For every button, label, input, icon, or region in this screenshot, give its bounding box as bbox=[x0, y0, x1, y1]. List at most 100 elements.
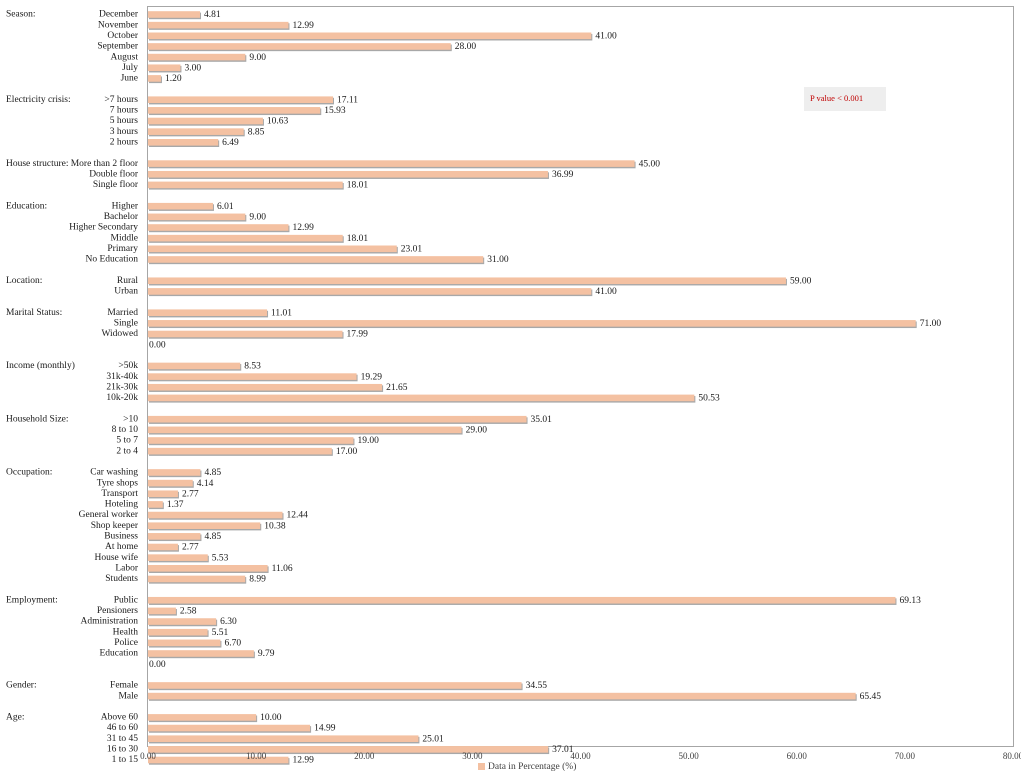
p-value-annotation: P value < 0.001 bbox=[804, 87, 886, 111]
bar bbox=[148, 682, 522, 689]
group-label: Gender: bbox=[6, 681, 37, 691]
bar bbox=[148, 11, 201, 18]
category-label: Urban bbox=[114, 287, 138, 297]
x-tick-label: 40.00 bbox=[570, 751, 591, 761]
category-label: At home bbox=[105, 542, 138, 552]
category-label: 5 hours bbox=[110, 116, 139, 126]
data-label: 17.99 bbox=[347, 330, 369, 340]
bar bbox=[148, 501, 163, 508]
data-label: 41.00 bbox=[595, 31, 617, 41]
data-label: 34.55 bbox=[526, 681, 548, 691]
bar bbox=[148, 650, 254, 657]
bar bbox=[148, 139, 219, 146]
data-label: 37.01 bbox=[552, 745, 574, 755]
p-value-box bbox=[804, 87, 886, 111]
x-tick-label: 10.00 bbox=[246, 751, 267, 761]
data-label: 6.30 bbox=[220, 617, 237, 627]
data-label: 10.00 bbox=[260, 713, 282, 723]
data-label: 45.00 bbox=[639, 159, 661, 169]
category-label: 2 hours bbox=[110, 137, 139, 147]
category-label: November bbox=[98, 20, 139, 30]
category-label: Single floor bbox=[93, 179, 139, 190]
category-label: October bbox=[107, 31, 138, 41]
data-label: 4.85 bbox=[204, 468, 221, 478]
bar bbox=[148, 128, 244, 135]
category-label: 8 to 10 bbox=[112, 425, 139, 435]
category-label: December bbox=[99, 10, 139, 20]
bar bbox=[148, 117, 263, 125]
group-label: Electricity crisis: bbox=[6, 95, 71, 105]
category-label: Single bbox=[114, 319, 138, 329]
category-label: Primary bbox=[107, 244, 138, 254]
category-label: Male bbox=[118, 691, 138, 701]
bar bbox=[148, 490, 178, 498]
group-label: Household Size: bbox=[6, 414, 69, 424]
bar bbox=[148, 415, 527, 423]
data-label: 14.99 bbox=[314, 724, 336, 734]
labels-layer: Season: December 4.81 November 12.99 October 4… bbox=[6, 10, 941, 766]
category-label: 21k-30k bbox=[106, 382, 138, 392]
bar bbox=[148, 224, 289, 231]
data-label: 2.77 bbox=[182, 543, 199, 553]
category-label: Double floor bbox=[89, 168, 139, 179]
data-label: 4.14 bbox=[197, 479, 214, 489]
bar bbox=[148, 96, 334, 103]
group-label: Season: bbox=[6, 10, 36, 20]
data-label: 9.00 bbox=[249, 53, 266, 63]
bar bbox=[148, 511, 283, 519]
bar bbox=[148, 522, 261, 529]
bar bbox=[148, 575, 246, 583]
bar bbox=[148, 565, 268, 572]
category-label: Education bbox=[99, 649, 138, 659]
bar bbox=[148, 170, 548, 178]
category-label: 16 to 30 bbox=[107, 745, 138, 755]
data-label: 25.01 bbox=[422, 734, 444, 744]
data-label: 18.01 bbox=[347, 234, 369, 244]
data-label: 17.00 bbox=[336, 447, 358, 457]
category-label: Public bbox=[114, 595, 138, 605]
bar bbox=[148, 330, 343, 338]
data-label: 3.00 bbox=[184, 63, 201, 73]
bar bbox=[148, 32, 592, 40]
data-label: 69.13 bbox=[899, 596, 921, 606]
data-label: 36.99 bbox=[552, 170, 574, 180]
category-label: Hoteling bbox=[105, 500, 138, 510]
category-label: Tyre shops bbox=[97, 478, 139, 488]
legend-swatch bbox=[478, 763, 485, 770]
bar bbox=[148, 543, 178, 551]
data-label: 21.65 bbox=[386, 383, 408, 393]
data-label: 6.49 bbox=[222, 138, 239, 148]
category-label: Students bbox=[105, 574, 138, 584]
group-label: Occupation: bbox=[6, 468, 52, 478]
category-label: Rural bbox=[117, 276, 138, 286]
group-label: Employment: bbox=[6, 595, 58, 605]
data-label: 28.00 bbox=[455, 42, 477, 52]
bar bbox=[148, 437, 354, 444]
category-label: June bbox=[121, 74, 138, 84]
data-label: 29.00 bbox=[466, 426, 488, 436]
bar bbox=[148, 628, 208, 636]
bar bbox=[148, 320, 916, 327]
category-label: Police bbox=[114, 638, 138, 648]
bar bbox=[148, 309, 268, 316]
p-value-text: P value < 0.001 bbox=[810, 93, 863, 103]
data-label: 10.63 bbox=[267, 117, 289, 127]
category-label: 2 to 4 bbox=[116, 446, 138, 456]
data-label: 23.01 bbox=[401, 244, 423, 254]
bar bbox=[148, 107, 321, 114]
category-label: Widowed bbox=[101, 329, 138, 339]
x-tick-label: 70.00 bbox=[895, 751, 916, 761]
data-label: 4.85 bbox=[204, 532, 221, 542]
data-label: 17.11 bbox=[337, 95, 358, 105]
category-label: >7 hours bbox=[104, 95, 138, 105]
data-label: 8.85 bbox=[248, 127, 265, 137]
category-label: Business bbox=[104, 532, 138, 542]
data-label: 10.38 bbox=[264, 521, 286, 531]
data-label: 19.29 bbox=[361, 372, 383, 382]
category-label: Bachelor bbox=[104, 212, 139, 222]
category-label: Higher Secondary bbox=[69, 223, 138, 233]
category-label: 1 to 15 bbox=[112, 755, 139, 765]
category-label: July bbox=[122, 63, 138, 73]
data-label: 11.06 bbox=[272, 564, 293, 574]
